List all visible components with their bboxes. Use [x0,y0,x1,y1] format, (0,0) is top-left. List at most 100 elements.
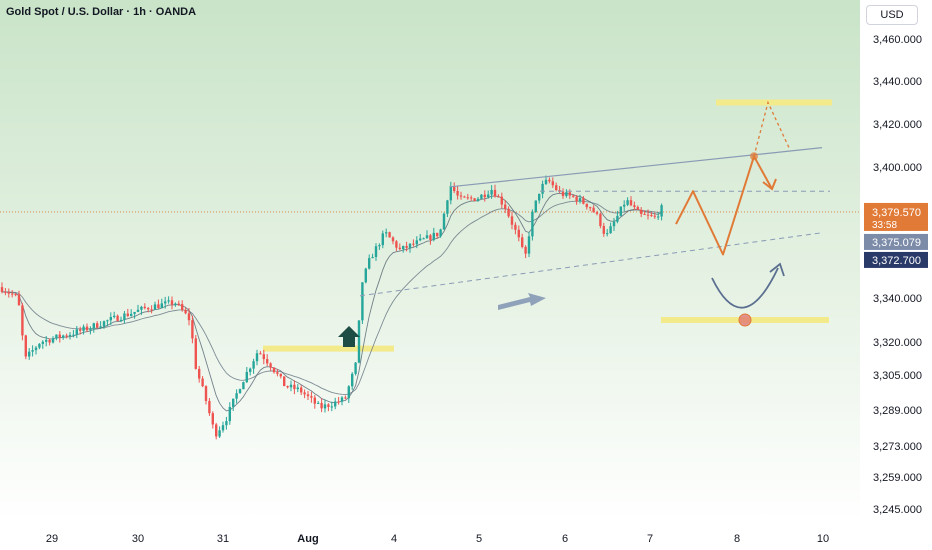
candle-body [109,317,112,321]
x-tick-label: Aug [297,533,318,545]
candle-body [255,353,259,362]
candle-body [623,204,626,207]
y-tick-label: 3,400.000 [873,162,922,174]
candle-body [21,305,24,336]
bounce-arrowhead [769,262,785,277]
candle-body [636,207,639,210]
candle-body [181,304,184,310]
candle-body [368,258,371,269]
candle-body [422,238,425,240]
candle-body [153,304,157,310]
candle-body [215,424,218,437]
candle-body [493,189,497,197]
candle-body [500,196,503,205]
candle-body [473,198,476,201]
candle-body [266,359,269,364]
candle-body [157,304,160,309]
candle-body [24,335,27,357]
ema-slow-value: 3,372.700 [872,255,921,267]
candle-body [568,192,571,196]
candle-body [0,287,4,292]
candle-body [643,213,646,215]
candle-body [300,387,303,393]
x-tick-label: 10 [817,533,829,545]
candle-body [419,238,422,241]
x-tick-label: 8 [734,533,740,545]
current-price-tag [864,202,928,231]
x-tick-label: 5 [476,533,482,545]
projection-dashed [753,100,791,157]
candle-body [351,373,354,387]
candle-body [602,226,605,234]
candle-body [296,387,299,390]
currency-selector[interactable]: USD [866,5,918,25]
time-axis[interactable]: 29 30 31 Aug 4 5 6 7 8 10 [0,522,860,550]
price-axis[interactable]: 3,460.000 3,440.000 3,420.000 3,400.000 3,34… [860,0,932,522]
candle-body [459,195,463,197]
candle-body [578,198,582,202]
candle-body [323,404,327,409]
x-tick-label: 30 [132,533,144,545]
candle-body [235,393,238,399]
x-tick-label: 4 [391,533,397,545]
candle-body [442,213,446,230]
candle-body [204,386,208,401]
moving-average-line [1,200,662,396]
candle-body [344,397,347,399]
candle-body [116,315,119,321]
candle-body [28,351,31,357]
price-plot[interactable] [0,0,860,522]
bounce-point [738,313,752,327]
chart-title: Gold Spot / U.S. Dollar · 1h · OANDA [6,6,197,18]
candle-body [272,367,276,373]
candle-body [374,246,378,257]
candle-body [538,193,541,201]
y-tick-label: 3,420.000 [873,119,922,131]
candle-body [92,323,95,329]
candle-body [58,334,61,338]
candle-body [466,197,469,199]
candle-body [306,394,310,397]
candle-body [402,245,405,250]
ema-fast-value: 3,375.079 [872,237,921,249]
candle-body [283,376,286,387]
candle-body [432,232,435,240]
candle-body [136,309,140,312]
candle-body [612,221,616,227]
candle-body [446,200,449,214]
candle-body [626,200,629,205]
candle-body [470,197,473,199]
candle-body [113,315,116,318]
candle-body [242,382,245,390]
candle-body [269,363,272,368]
candle-body [167,300,170,302]
candle-body [41,341,44,344]
candle-body [133,311,136,314]
bounce-curve [711,267,779,309]
candle-body [126,313,129,316]
candle-body [211,413,214,425]
candle-body [340,397,344,402]
candle-body [585,203,588,208]
y-tick-label: 3,273.000 [873,441,922,453]
y-tick-label: 3,320.000 [873,337,922,349]
candle-body [286,386,289,388]
candle-body [589,207,592,209]
candle-body [174,303,177,305]
candle-body [524,246,527,254]
candle-body [534,200,537,212]
candle-body [398,247,401,250]
candle-body [208,400,211,414]
candle-body [619,206,622,216]
y-tick-label: 3,340.000 [873,293,922,305]
candle-body [79,329,82,331]
candle-body [385,232,388,234]
candle-body [225,421,228,426]
candle-body [245,371,248,383]
candle-body [7,292,10,294]
candle-body [555,185,558,191]
y-tick-label: 3,305.000 [873,370,922,382]
candle-body [653,215,656,217]
lower-trendline [359,232,823,297]
candle-body [150,309,153,311]
